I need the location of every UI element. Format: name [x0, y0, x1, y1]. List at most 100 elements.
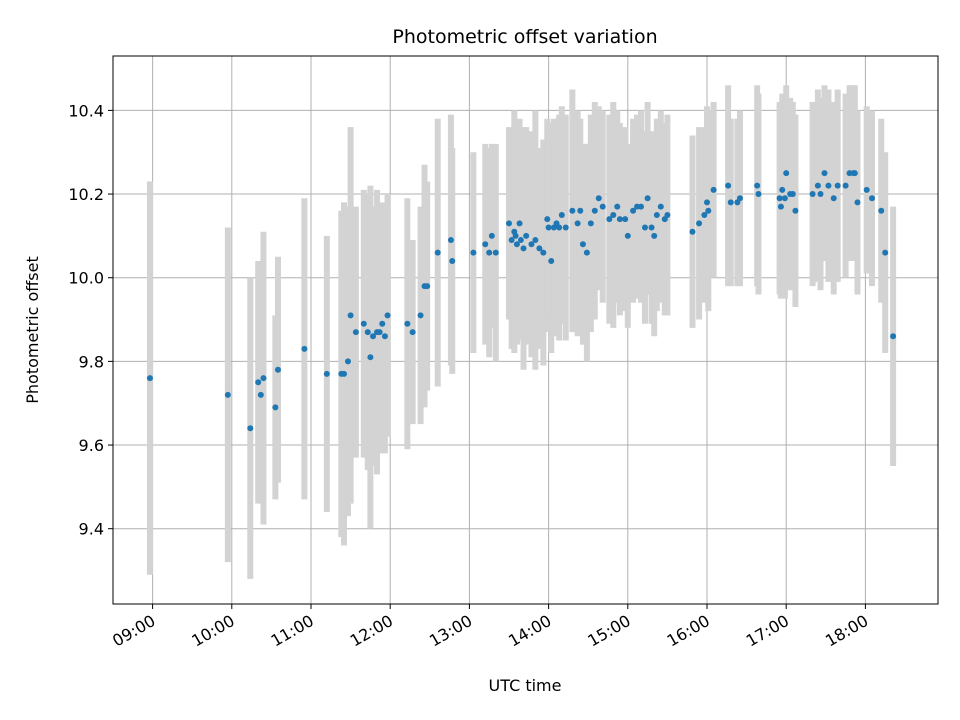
data-point: [890, 333, 897, 340]
data-point: [591, 207, 598, 214]
data-point: [516, 220, 523, 227]
data-point: [705, 207, 712, 214]
y-tick-label: 10.2: [68, 185, 104, 204]
data-point: [830, 195, 837, 202]
data-point: [817, 191, 824, 198]
y-tick-label: 10.4: [68, 101, 104, 120]
data-point: [540, 249, 547, 256]
data-point: [704, 199, 710, 206]
data-point: [821, 170, 828, 177]
data-point: [648, 224, 655, 231]
data-point: [384, 312, 391, 319]
y-tick-label: 9.8: [79, 352, 104, 371]
data-point: [556, 224, 563, 231]
data-point: [614, 203, 621, 210]
data-point: [520, 245, 527, 252]
data-point: [482, 241, 489, 248]
data-point: [492, 249, 499, 256]
data-point: [825, 182, 832, 189]
data-point: [755, 191, 762, 198]
data-point: [562, 224, 569, 231]
data-point: [449, 257, 456, 264]
data-point: [638, 203, 644, 210]
data-point: [574, 220, 581, 227]
data-point: [352, 329, 359, 336]
data-point: [630, 207, 637, 214]
data-point: [610, 211, 617, 218]
data-point: [781, 195, 788, 202]
data-point: [404, 320, 411, 327]
data-point: [517, 237, 524, 244]
data-point: [878, 207, 885, 214]
data-point: [260, 375, 267, 382]
data-point: [508, 237, 515, 244]
data-point: [532, 237, 539, 244]
data-point: [851, 170, 858, 177]
data-point: [834, 182, 841, 189]
data-point: [710, 186, 717, 193]
data-point: [434, 249, 441, 256]
data-point: [364, 329, 371, 336]
data-point: [381, 333, 388, 340]
data-point: [272, 404, 279, 411]
data-point: [370, 333, 377, 340]
data-point: [255, 379, 262, 386]
data-point: [727, 199, 734, 206]
data-point: [447, 237, 454, 244]
data-point: [725, 182, 732, 189]
data-point: [653, 211, 660, 218]
data-point: [701, 211, 708, 218]
data-point: [360, 320, 367, 327]
data-point: [548, 257, 555, 264]
data-point: [664, 211, 671, 218]
data-point: [558, 211, 565, 218]
y-tick-label: 9.4: [79, 520, 104, 539]
data-point: [579, 241, 586, 248]
data-point: [424, 283, 431, 290]
data-point: [792, 207, 799, 214]
data-point: [301, 345, 308, 352]
data-point: [863, 186, 870, 193]
data-point: [696, 220, 703, 227]
data-point: [814, 182, 821, 189]
data-point: [146, 375, 153, 382]
data-point: [779, 186, 786, 193]
data-point: [622, 216, 629, 223]
data-point: [869, 195, 875, 202]
data-point: [644, 195, 651, 202]
data-point: [882, 249, 889, 256]
data-point: [789, 191, 796, 198]
plot-frame: [112, 55, 939, 605]
data-point: [417, 312, 424, 319]
data-point: [506, 220, 512, 227]
data-point: [323, 370, 330, 377]
data-point: [599, 203, 606, 210]
data-point: [737, 195, 743, 202]
data-point: [651, 232, 658, 239]
data-point: [657, 203, 664, 210]
data-point: [486, 249, 493, 256]
data-point: [367, 354, 374, 361]
data-point: [616, 216, 623, 223]
point-layer: [146, 170, 897, 432]
data-point: [776, 195, 783, 202]
data-point: [624, 232, 631, 239]
data-point: [595, 195, 602, 202]
data-point: [523, 232, 530, 239]
data-point: [344, 358, 351, 365]
data-point: [409, 329, 416, 336]
y-tick-label: 9.6: [79, 436, 104, 455]
data-point: [777, 203, 784, 210]
data-point: [842, 182, 849, 189]
chart-title: Photometric offset variation: [392, 26, 657, 48]
data-point: [854, 199, 861, 206]
data-point: [545, 224, 552, 231]
data-point: [488, 232, 495, 239]
y-tick-label: 10.0: [68, 269, 104, 288]
data-point: [587, 220, 594, 227]
data-point: [379, 320, 386, 327]
data-point: [247, 425, 254, 432]
data-point: [528, 241, 535, 248]
data-point: [569, 207, 576, 214]
data-point: [536, 245, 543, 252]
